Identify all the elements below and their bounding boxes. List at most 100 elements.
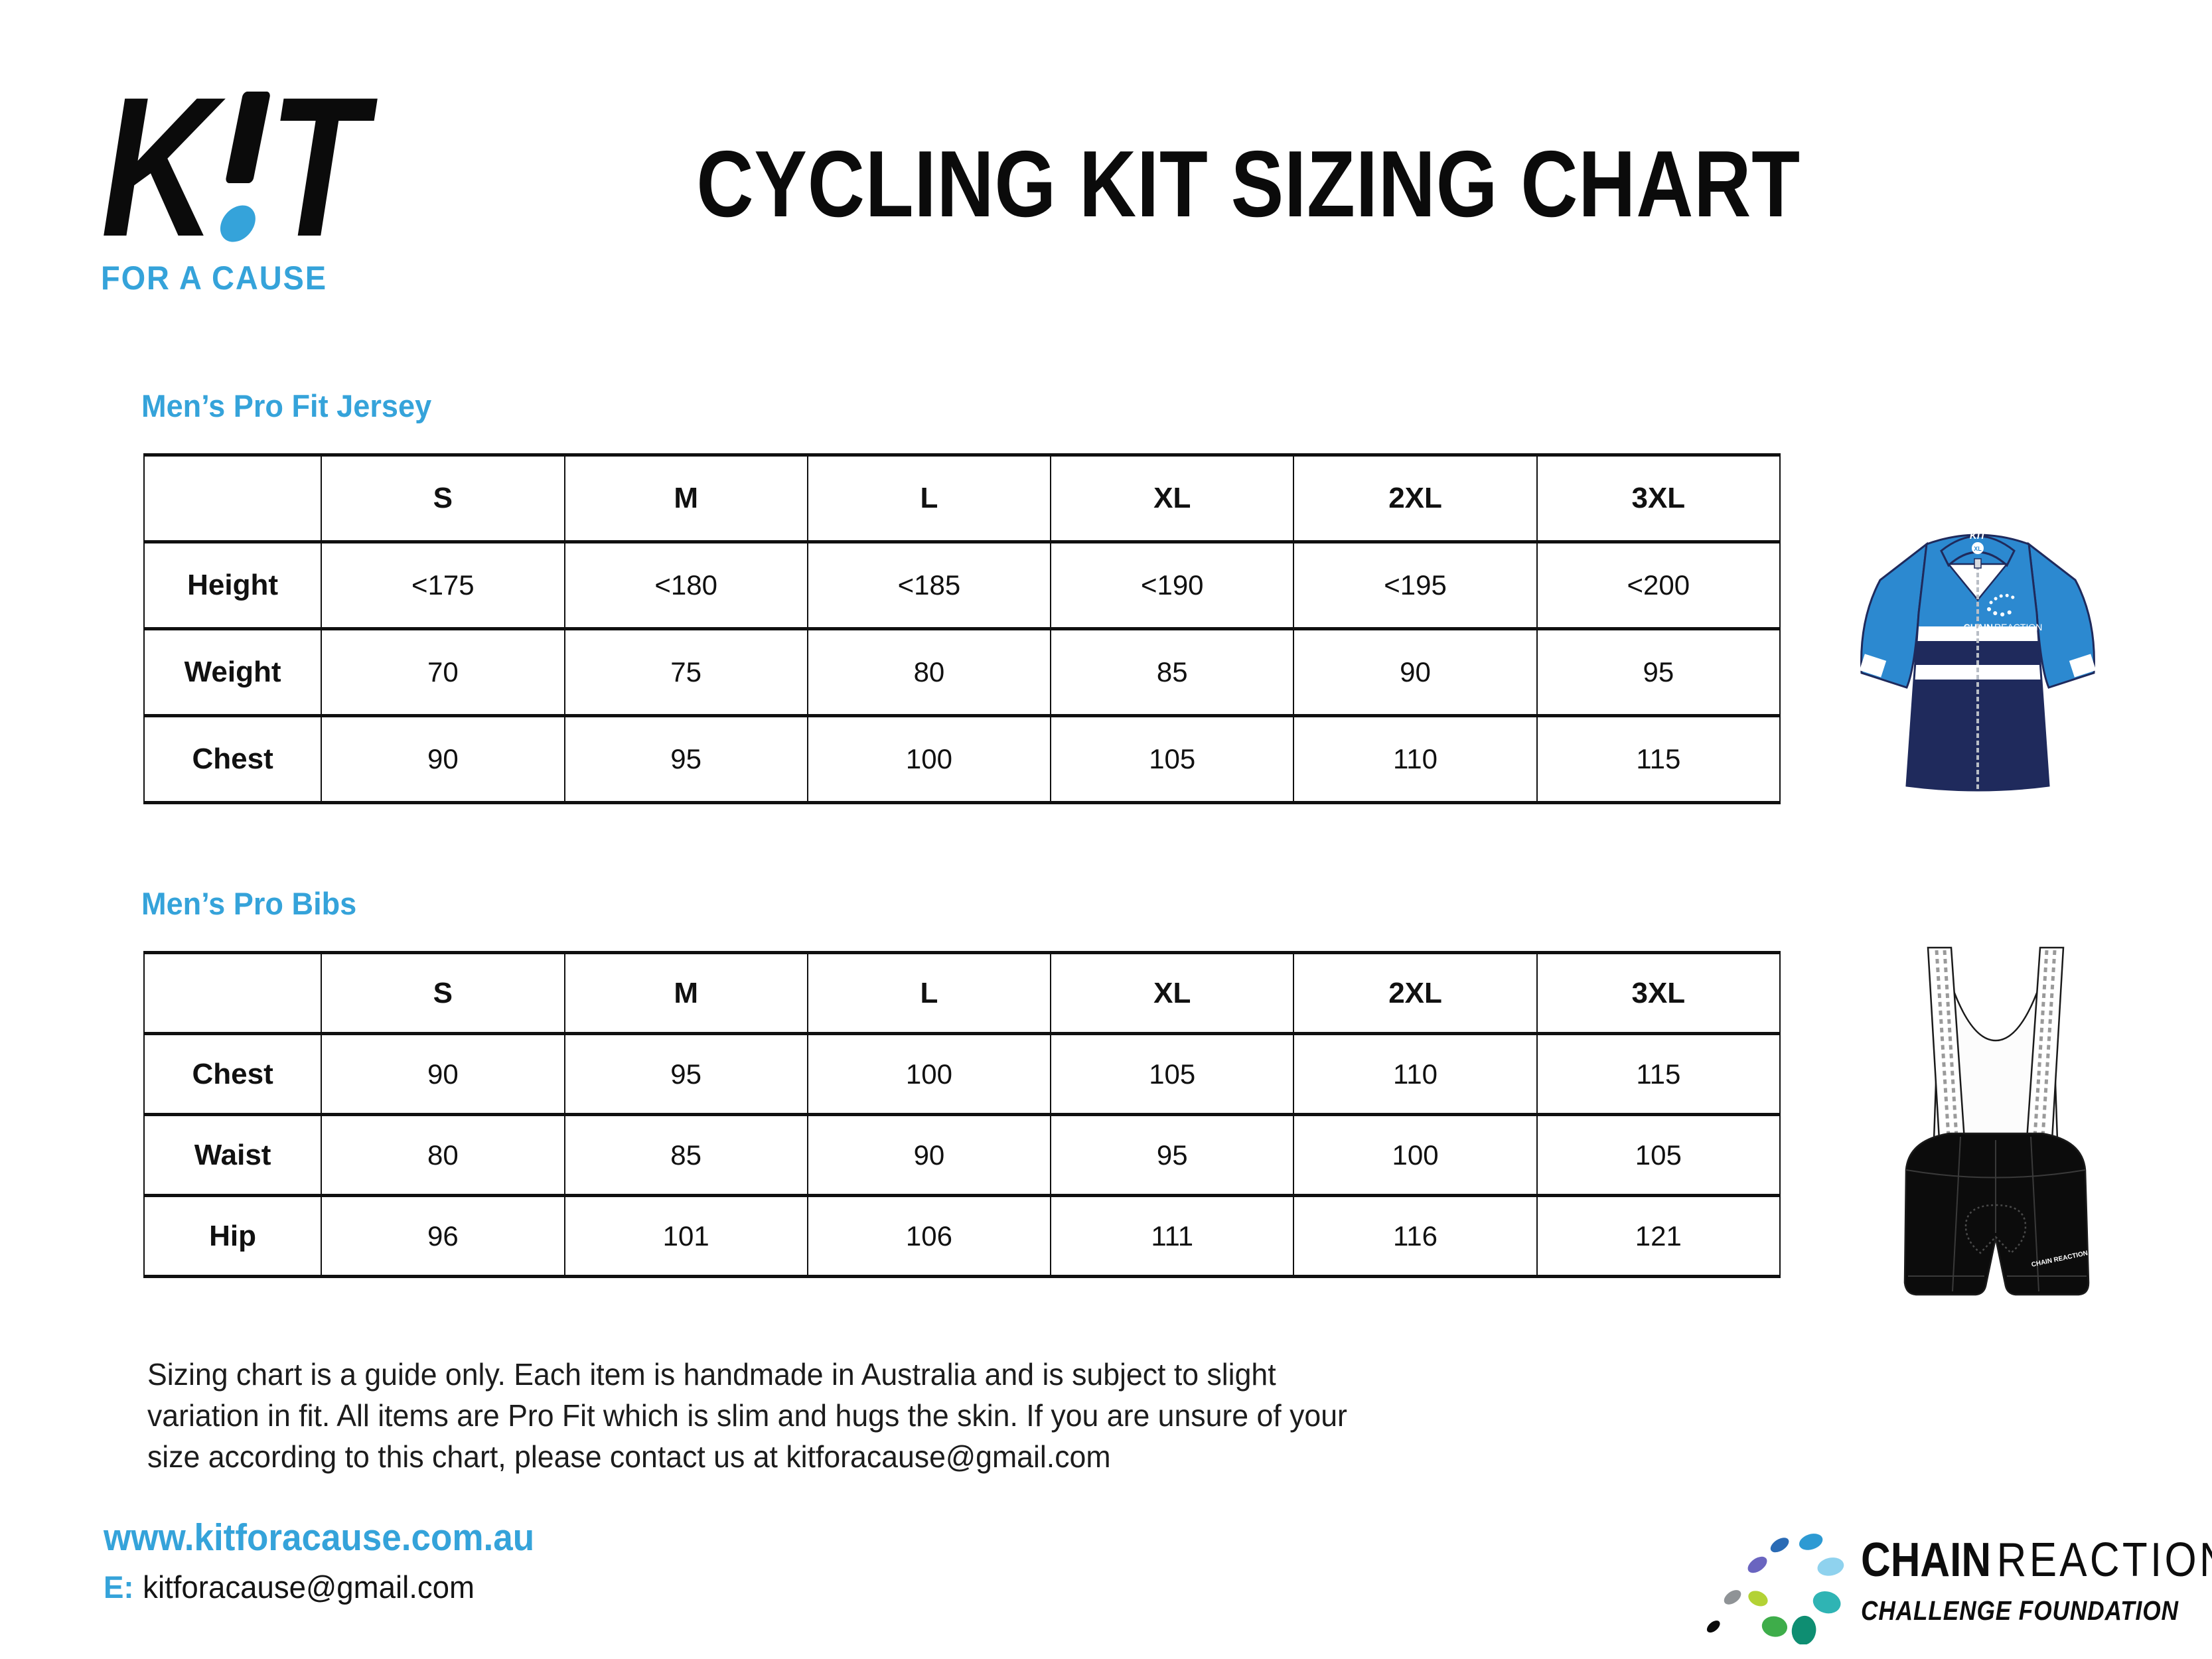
table-cell: 85 [1050, 627, 1295, 717]
table-cell: <185 [806, 540, 1052, 630]
chain-logo-name: CHAINREACTION™ [1861, 1533, 2212, 1587]
chain-dot [1817, 1557, 1844, 1576]
table-cell: 106 [806, 1194, 1052, 1278]
size-column-header: L [806, 951, 1052, 1035]
brand-tagline: FOR A CAUSE [101, 259, 327, 297]
table-cell: 105 [1050, 1032, 1295, 1116]
table-cell: 115 [1536, 714, 1781, 804]
jersey-illustration: KIT XL CHAIN REACTION [1859, 530, 2097, 792]
jersey-weight-row: Weight 70 75 80 85 90 95 [143, 627, 1781, 717]
size-column-header: S [321, 951, 565, 1035]
disclaimer-text: Sizing chart is a guide only. Each item … [147, 1354, 1347, 1477]
chain-dot [1747, 1556, 1767, 1573]
kit-wordmark: K T [101, 55, 366, 278]
table-cell: 101 [563, 1194, 808, 1278]
chain-dot [1799, 1534, 1823, 1550]
table-cell: 96 [321, 1194, 565, 1278]
chain-dot [1812, 1591, 1841, 1614]
table-cell: 100 [806, 1032, 1052, 1116]
bib-shorts-illustration: CHAIN REACTION [1903, 946, 2090, 1296]
table-cell: 85 [563, 1113, 808, 1197]
bibs-header-row: S M L XL 2XL 3XL [143, 951, 1781, 1035]
chain-reaction-foundation-logo: CHAINREACTION™ CHALLENGE FOUNDATION [1694, 1514, 2212, 1647]
table-cell: <175 [321, 540, 565, 630]
chain-dot [1724, 1590, 1741, 1605]
jersey-size-table: S M L XL 2XL 3XL Height <175 <180 <185 <… [143, 453, 1781, 804]
table-cell: 110 [1293, 714, 1538, 804]
page-title: CYCLING KIT SIZING CHART [696, 131, 1801, 237]
table-cell: <200 [1536, 540, 1781, 630]
corner-cell [143, 951, 323, 1035]
size-column-header: L [806, 453, 1052, 543]
chain-dots-icon [1706, 1534, 1844, 1644]
kit-exclamation-icon [215, 85, 271, 250]
bibs-waist-row: Waist 80 85 90 95 100 105 [143, 1113, 1781, 1197]
table-cell: <190 [1050, 540, 1295, 630]
table-cell: 115 [1536, 1032, 1781, 1116]
chain-dot [1706, 1621, 1720, 1633]
table-cell: 110 [1293, 1032, 1538, 1116]
jersey-size-badge: XL [1974, 545, 1982, 552]
chain-logo-subtitle: CHALLENGE FOUNDATION [1861, 1595, 2179, 1626]
size-column-header: S [321, 453, 565, 543]
table-cell: 90 [321, 714, 565, 804]
corner-cell [143, 453, 323, 543]
email-row: E: kitforacause@gmail.com [104, 1569, 475, 1605]
table-cell: 90 [321, 1032, 565, 1116]
chain-logo-text: CHAINREACTION™ CHALLENGE FOUNDATION [1861, 1533, 2212, 1626]
size-column-header: M [563, 453, 808, 543]
size-column-header: XL [1050, 453, 1295, 543]
table-cell: 95 [563, 714, 808, 804]
email-label: E: [104, 1569, 134, 1605]
table-cell: 70 [321, 627, 565, 717]
size-column-header: 3XL [1536, 951, 1781, 1035]
table-cell: 75 [563, 627, 808, 717]
table-cell: 90 [1293, 627, 1538, 717]
bibs-size-table: S M L XL 2XL 3XL Chest 90 95 100 105 110… [143, 951, 1781, 1278]
disclaimer-line: Sizing chart is a guide only. Each item … [147, 1357, 1276, 1392]
jersey-collar-brand: KIT [1970, 530, 1987, 541]
chain-dot [1770, 1538, 1789, 1553]
chain-dot [1761, 1616, 1788, 1637]
disclaimer-line: size according to this chart, please con… [147, 1439, 1111, 1474]
email-address[interactable]: kitforacause@gmail.com [143, 1569, 475, 1605]
exclamation-bar [224, 92, 271, 183]
table-cell: 95 [1050, 1113, 1295, 1197]
table-cell: 116 [1293, 1194, 1538, 1278]
exclamation-dot [215, 198, 261, 250]
kit-letter-t: T [269, 55, 366, 278]
jersey-chest-logo: CHAIN REACTION [1964, 593, 2043, 632]
size-column-header: M [563, 951, 808, 1035]
chain-dot [1748, 1591, 1768, 1607]
table-cell: 90 [806, 1113, 1052, 1197]
website-link[interactable]: www.kitforacause.com.au [104, 1516, 535, 1559]
size-column-header: 3XL [1536, 453, 1781, 543]
size-column-header: 2XL [1293, 453, 1538, 543]
table-cell: 111 [1050, 1194, 1295, 1278]
size-column-header: 2XL [1293, 951, 1538, 1035]
table-cell: 95 [1536, 627, 1781, 717]
row-label: Waist [143, 1113, 323, 1197]
table-cell: 121 [1536, 1194, 1781, 1278]
jersey-height-row: Height <175 <180 <185 <190 <195 <200 [143, 540, 1781, 630]
table-cell: 80 [806, 627, 1052, 717]
row-label: Weight [143, 627, 323, 717]
bibs-shorts [1903, 1132, 2090, 1296]
bibs-section-heading: Men’s Pro Bibs [141, 886, 357, 921]
kit-for-a-cause-logo: K T FOR A CAUSE [101, 55, 426, 297]
size-column-header: XL [1050, 951, 1295, 1035]
table-cell: 105 [1050, 714, 1295, 804]
row-label: Chest [143, 1032, 323, 1116]
bibs-hip-row: Hip 96 101 106 111 116 121 [143, 1194, 1781, 1278]
chain-logo-name-light: REACTION [1996, 1534, 2212, 1587]
table-cell: <195 [1293, 540, 1538, 630]
jersey-header-row: S M L XL 2XL 3XL [143, 453, 1781, 543]
jersey-chest-row: Chest 90 95 100 105 110 115 [143, 714, 1781, 804]
row-label: Hip [143, 1194, 323, 1278]
jersey-section-heading: Men’s Pro Fit Jersey [141, 388, 432, 423]
table-cell: 100 [806, 714, 1052, 804]
disclaimer-line: variation in fit. All items are Pro Fit … [147, 1398, 1347, 1433]
row-label: Chest [143, 714, 323, 804]
